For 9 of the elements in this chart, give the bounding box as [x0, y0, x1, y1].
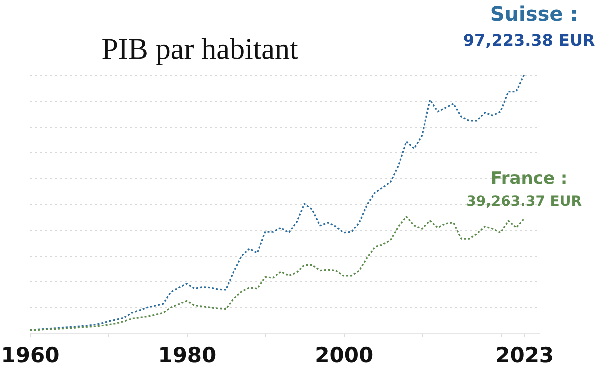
annotation: 39,263.37 EUR [466, 194, 582, 210]
x-tick-label: 2000 [315, 344, 374, 368]
chart-title: PIB par habitant [102, 33, 299, 66]
x-tick-label: 1960 [1, 344, 60, 368]
annotation: 97,223.38 EUR [463, 31, 596, 50]
x-tick-label: 2023 [496, 344, 554, 368]
text: France : [490, 168, 568, 189]
x-tick-label: 1980 [158, 344, 217, 368]
text: Suisse : [490, 2, 578, 26]
